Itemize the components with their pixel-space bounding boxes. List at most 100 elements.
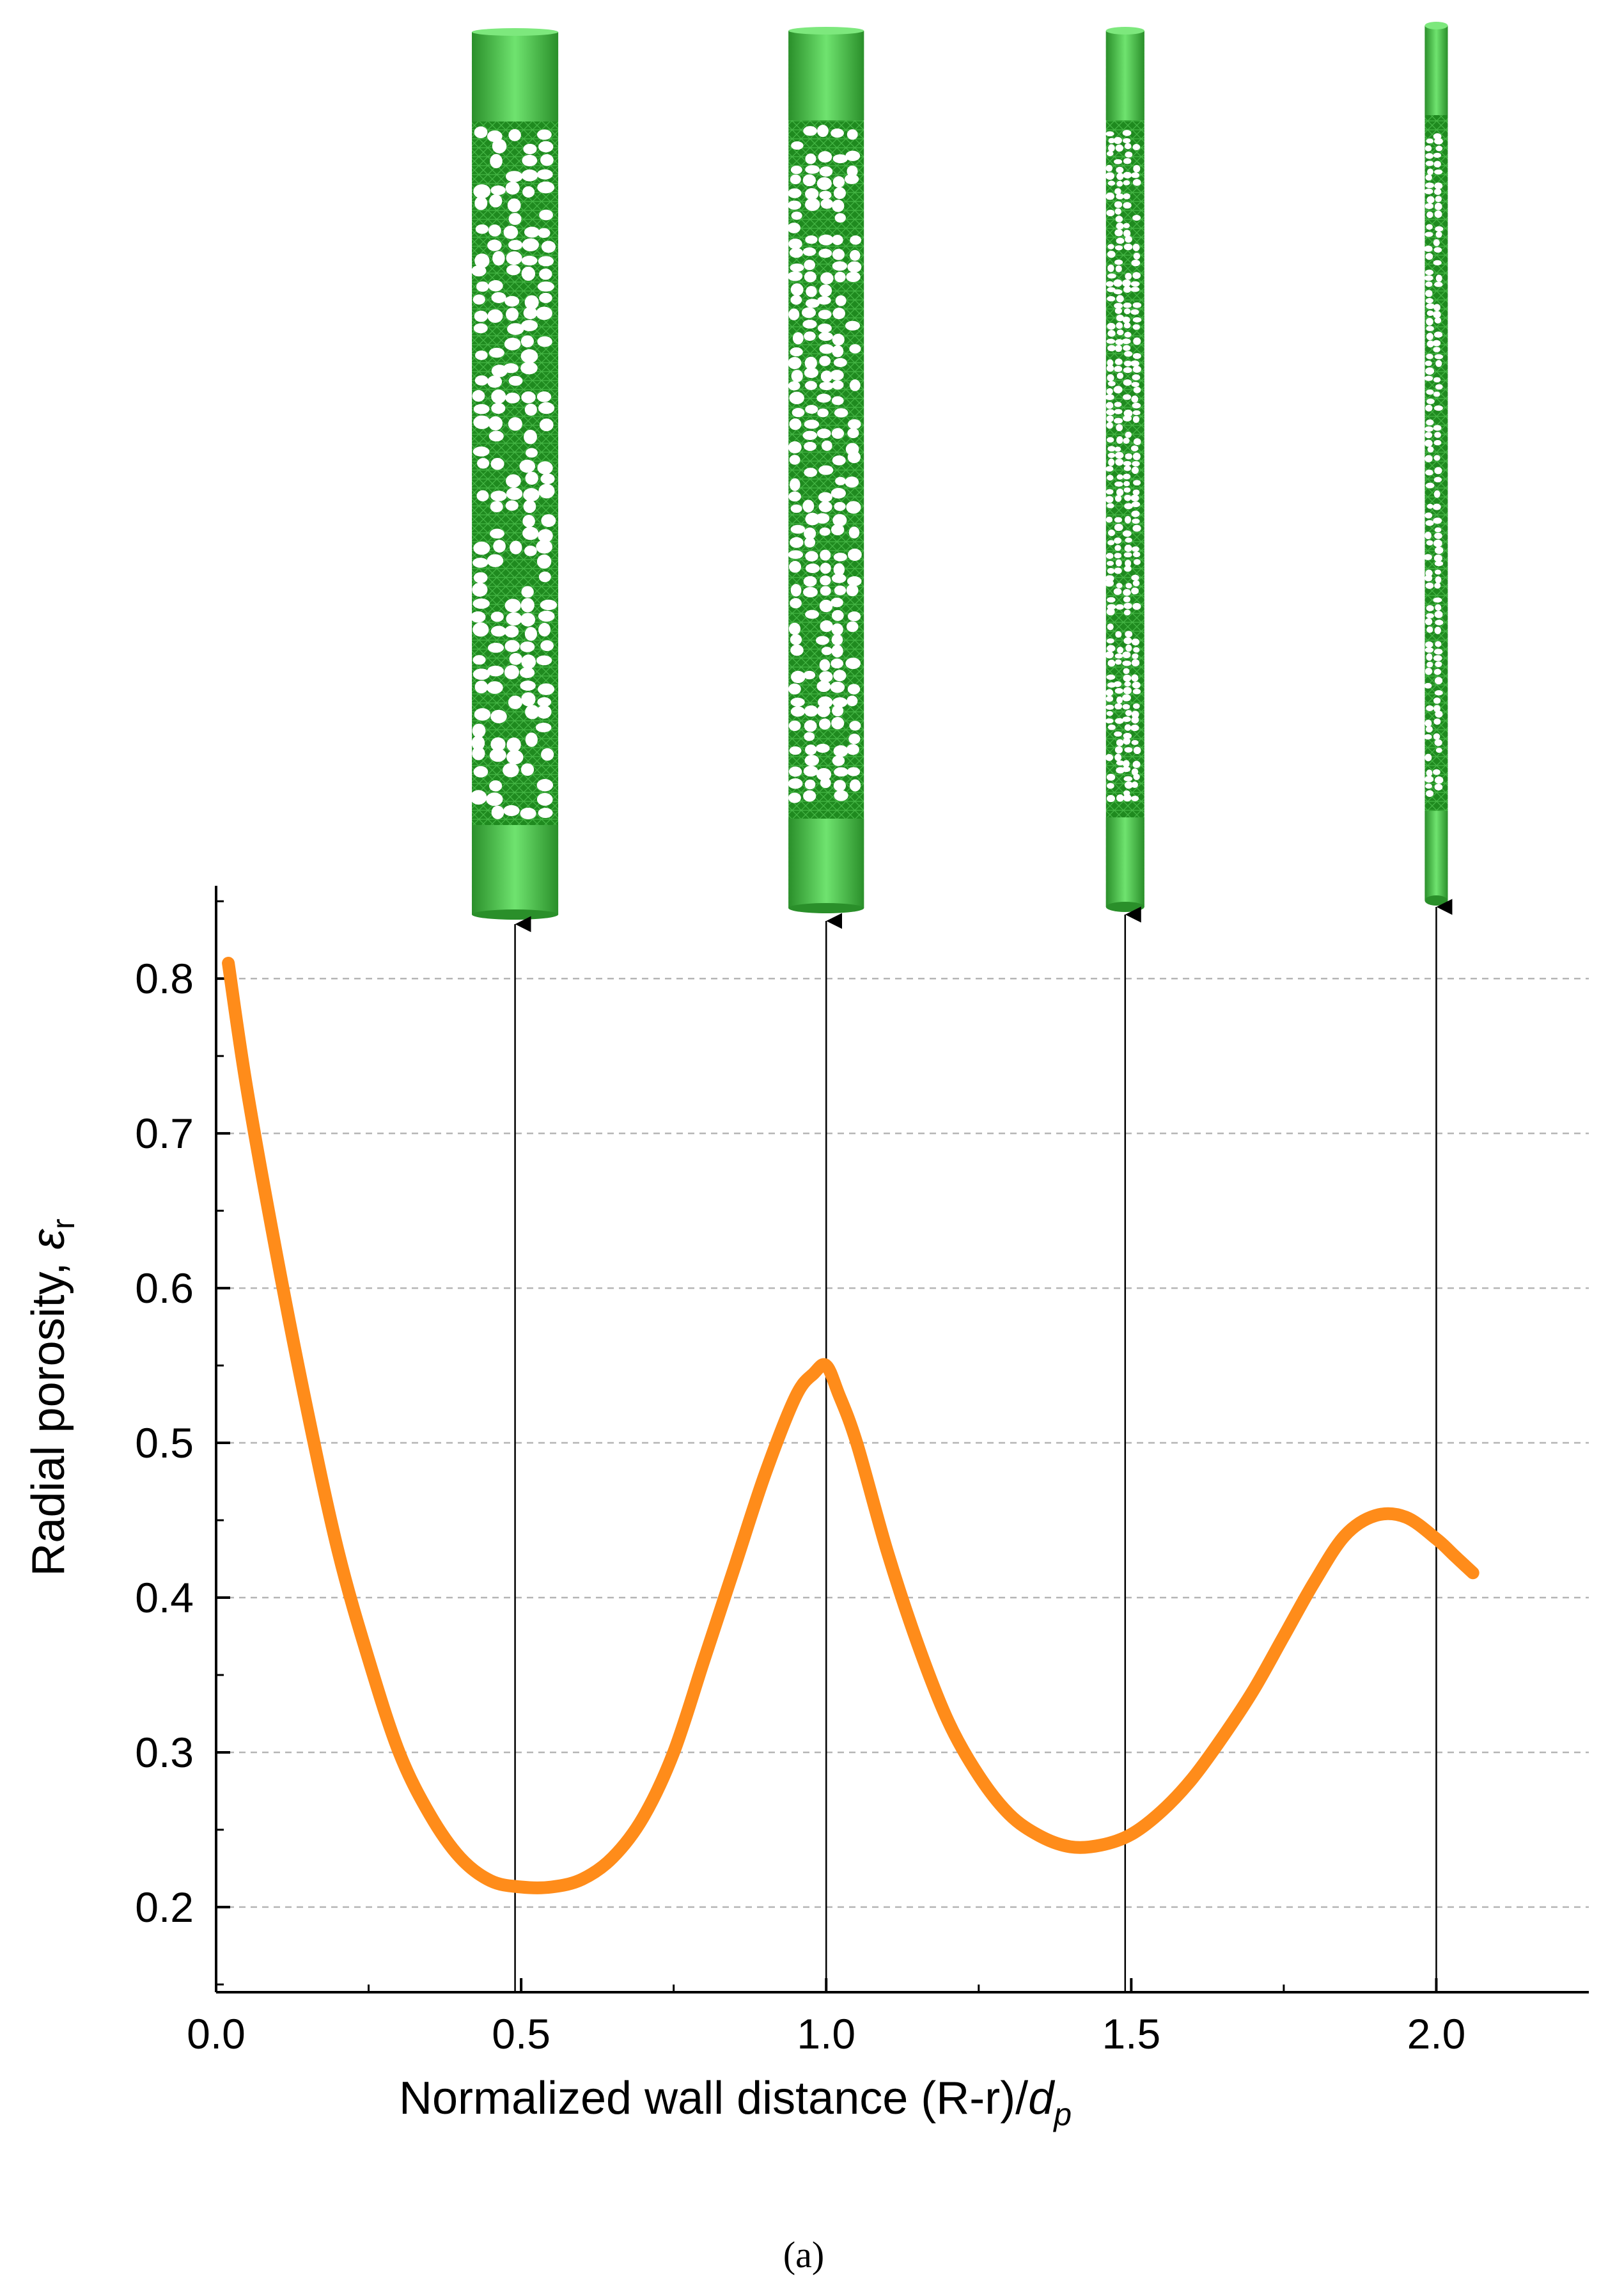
x-tick-label: 0.0	[187, 2010, 246, 2057]
particle-void	[537, 181, 555, 194]
tick-labels: 0.0 0.5 1.0 1.5 2.0 0.2 0.3 0.4 0.5 0.6 0.7 0.8	[135, 955, 1465, 2057]
particle-void	[1435, 359, 1442, 367]
y-tick-label: 0.7	[135, 1110, 194, 1157]
particle-void	[1426, 138, 1434, 144]
particle-void	[834, 213, 846, 223]
x-tick-label: 1.5	[1102, 2010, 1160, 2057]
particle-void	[519, 667, 535, 679]
particle-void	[1425, 269, 1434, 276]
particle-void	[1433, 311, 1441, 318]
particle-void	[816, 393, 831, 403]
particle-void	[1105, 394, 1114, 400]
packed-bed-tube	[787, 27, 864, 913]
particle-void	[1107, 568, 1115, 574]
particle-void	[540, 473, 555, 485]
particle-void	[540, 640, 554, 651]
particle-void	[486, 792, 503, 806]
particle-void	[520, 361, 538, 375]
particle-void	[819, 659, 831, 672]
particle-void	[1116, 372, 1124, 379]
particle-void	[833, 187, 847, 200]
particle-void	[489, 748, 506, 762]
tube-top-cap	[472, 32, 559, 122]
particle-void	[805, 405, 818, 414]
particle-void	[1107, 530, 1115, 537]
particle-void	[1435, 748, 1442, 753]
tube-bottom-rim	[1105, 902, 1144, 912]
particle-void	[537, 281, 554, 292]
particle-void	[1123, 473, 1131, 480]
particle-void	[847, 621, 859, 633]
particle-void	[847, 611, 861, 622]
particle-void	[536, 792, 553, 806]
particle-void	[805, 198, 820, 211]
particle-void	[1434, 532, 1442, 539]
particle-void	[1106, 711, 1113, 716]
particle-void	[1435, 226, 1444, 232]
particle-void	[1115, 144, 1123, 152]
particle-void	[509, 652, 522, 665]
particle-void	[1435, 145, 1443, 152]
particle-void	[1133, 164, 1141, 173]
particle-void	[540, 154, 554, 166]
particle-void	[1106, 795, 1116, 803]
particle-void	[1131, 574, 1139, 581]
particle-void	[472, 389, 485, 402]
particle-void	[1125, 537, 1132, 543]
particle-void	[1434, 210, 1442, 218]
particle-void	[847, 767, 861, 776]
particle-void	[1107, 287, 1116, 292]
tube-top-cap	[1425, 26, 1448, 115]
particle-void	[1132, 178, 1141, 186]
particle-void	[1116, 647, 1124, 654]
particle-void	[817, 408, 829, 418]
particle-void	[1132, 518, 1140, 524]
particle-void	[1107, 273, 1116, 279]
particle-void	[472, 446, 490, 457]
particle-void	[1114, 753, 1122, 761]
y-tick-label: 0.3	[135, 1729, 194, 1776]
particle-void	[487, 681, 503, 694]
particle-void	[802, 430, 817, 440]
particle-void	[539, 268, 552, 280]
particle-void	[1105, 579, 1114, 587]
particle-void	[1433, 260, 1442, 266]
particle-void	[833, 358, 847, 367]
particle-void	[537, 336, 552, 347]
particle-void	[1425, 719, 1432, 727]
particle-void	[1425, 360, 1432, 366]
particle-void	[1433, 133, 1442, 140]
particle-void	[475, 224, 489, 234]
particle-void	[1106, 409, 1115, 416]
particle-void	[508, 695, 522, 709]
particle-void	[788, 778, 803, 789]
particle-void	[522, 155, 538, 167]
particle-void	[1131, 781, 1138, 789]
particle-void	[788, 381, 800, 391]
particle-void	[805, 299, 820, 308]
particle-void	[490, 528, 504, 539]
particle-void	[1434, 582, 1441, 589]
particle-void	[805, 512, 820, 526]
packed-bed-tube	[1105, 27, 1144, 912]
particle-void	[805, 563, 820, 574]
particle-void	[1425, 298, 1433, 304]
tube-top-cap	[1105, 31, 1144, 120]
particle-void	[832, 514, 847, 527]
particle-void	[506, 251, 522, 265]
particle-void	[1107, 374, 1114, 382]
particle-void	[1426, 224, 1433, 230]
particle-void	[1123, 732, 1132, 739]
particle-void	[1107, 381, 1116, 386]
particle-void	[1115, 631, 1122, 638]
particle-void	[1124, 360, 1132, 367]
particle-void	[1125, 583, 1132, 588]
particle-void	[521, 692, 536, 707]
particle-void	[790, 263, 804, 272]
particle-void	[1132, 653, 1139, 659]
particle-void	[818, 248, 832, 258]
particle-void	[831, 716, 845, 730]
particle-void	[508, 212, 522, 225]
particle-void	[490, 709, 507, 723]
particle-void	[491, 292, 506, 303]
